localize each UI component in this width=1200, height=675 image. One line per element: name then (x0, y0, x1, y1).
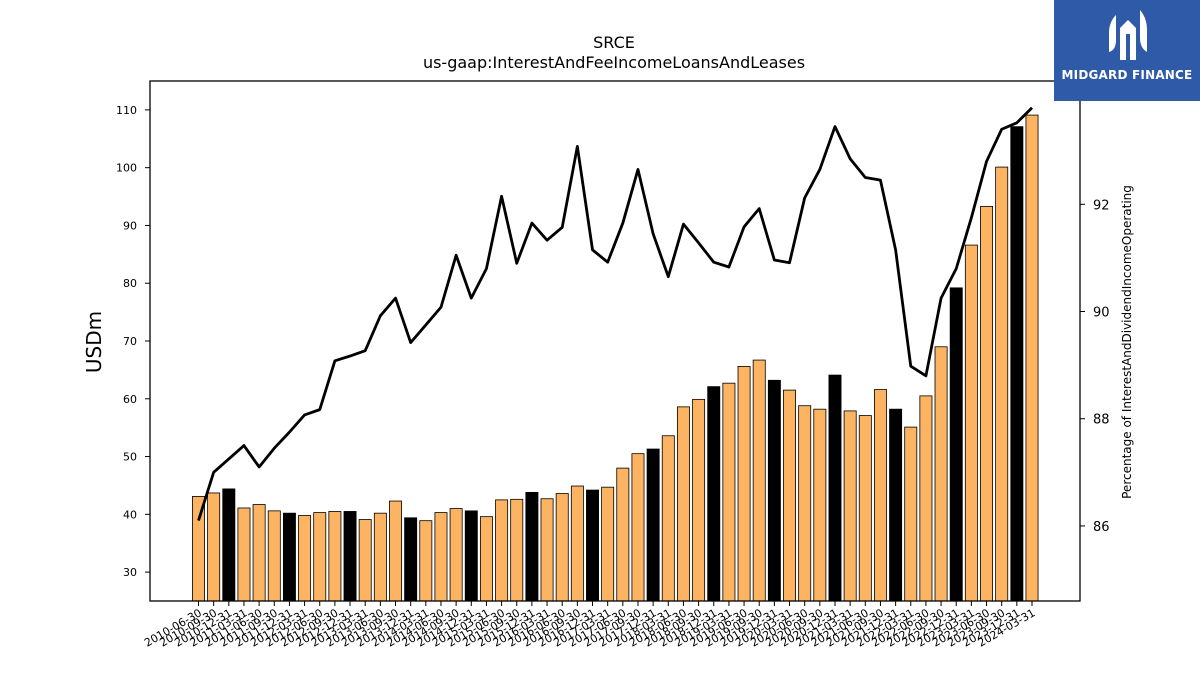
logo-text: MIDGARD FINANCE (1061, 68, 1193, 82)
bar (964, 244, 978, 602)
bar (328, 511, 342, 602)
y2-tick-label: 90 (1093, 306, 1110, 321)
bar (343, 511, 357, 602)
bar (616, 467, 630, 602)
chart-title: SRCE (593, 33, 635, 52)
y2-axis-label: Percentage of InterestAndDividendIncomeO… (1120, 185, 1134, 499)
bar (419, 520, 433, 602)
bar (934, 346, 948, 602)
bar (570, 485, 584, 602)
bar (661, 435, 675, 602)
y2-tick-label: 86 (1093, 520, 1110, 535)
bar (1010, 126, 1024, 602)
y-tick-label: 40 (123, 508, 137, 521)
bar (646, 448, 660, 602)
bar (980, 205, 993, 602)
bar (222, 488, 236, 602)
logo: MIDGARD FINANCE (1054, 0, 1200, 101)
bar (904, 426, 918, 602)
bar (828, 374, 842, 602)
bar (676, 406, 690, 602)
bar (237, 507, 251, 602)
bar (889, 408, 903, 602)
bar (783, 389, 796, 602)
bar (601, 486, 615, 602)
bar (707, 386, 721, 602)
y-tick-label: 70 (123, 335, 137, 348)
bar (389, 500, 402, 602)
y-tick-label: 100 (116, 162, 137, 175)
bar (358, 519, 372, 602)
y-tick-label: 110 (116, 104, 137, 117)
y2-tick-label: 92 (1093, 198, 1110, 213)
bar (1025, 114, 1039, 602)
bar (464, 510, 478, 602)
bar-series (192, 114, 1039, 602)
y2-tick-label: 88 (1093, 413, 1110, 428)
bar (207, 492, 221, 602)
bar (555, 493, 569, 602)
bar (767, 379, 781, 602)
bar (434, 512, 448, 602)
bar (798, 405, 812, 602)
bar (495, 499, 509, 602)
bar (192, 496, 205, 602)
logo-mark (1109, 10, 1147, 60)
y-tick-label: 90 (123, 219, 137, 232)
bar (540, 498, 554, 602)
bar (692, 398, 706, 602)
bar (586, 489, 599, 602)
y-tick-label: 80 (123, 277, 137, 290)
bar (995, 166, 1009, 602)
bar (737, 366, 751, 602)
bar (252, 504, 266, 602)
bar (404, 517, 418, 602)
bar (525, 491, 539, 602)
y-tick-label: 50 (123, 451, 137, 464)
bar (313, 512, 327, 602)
bar (919, 395, 933, 602)
bar (631, 453, 645, 602)
bar (479, 516, 493, 602)
bar (373, 512, 387, 602)
bar (813, 408, 827, 602)
y-tick-label: 60 (123, 393, 137, 406)
bar (873, 389, 887, 602)
chart-subtitle: us-gaap:InterestAndFeeIncomeLoansAndLeas… (423, 53, 805, 72)
line-series (197, 106, 1033, 522)
bar (282, 512, 296, 602)
bar (843, 410, 857, 602)
bar (858, 415, 872, 602)
y-tick-label: 30 (123, 566, 137, 579)
bar (752, 359, 766, 602)
bar (949, 287, 963, 602)
bar (449, 508, 463, 602)
axes: 30405060708090100110868890922010-06-3020… (116, 80, 1110, 650)
bar (267, 510, 281, 602)
bar (722, 382, 736, 602)
y-axis-label: USDm (82, 311, 106, 373)
bar (510, 498, 524, 602)
line-path (197, 106, 1033, 522)
bar (298, 515, 312, 602)
